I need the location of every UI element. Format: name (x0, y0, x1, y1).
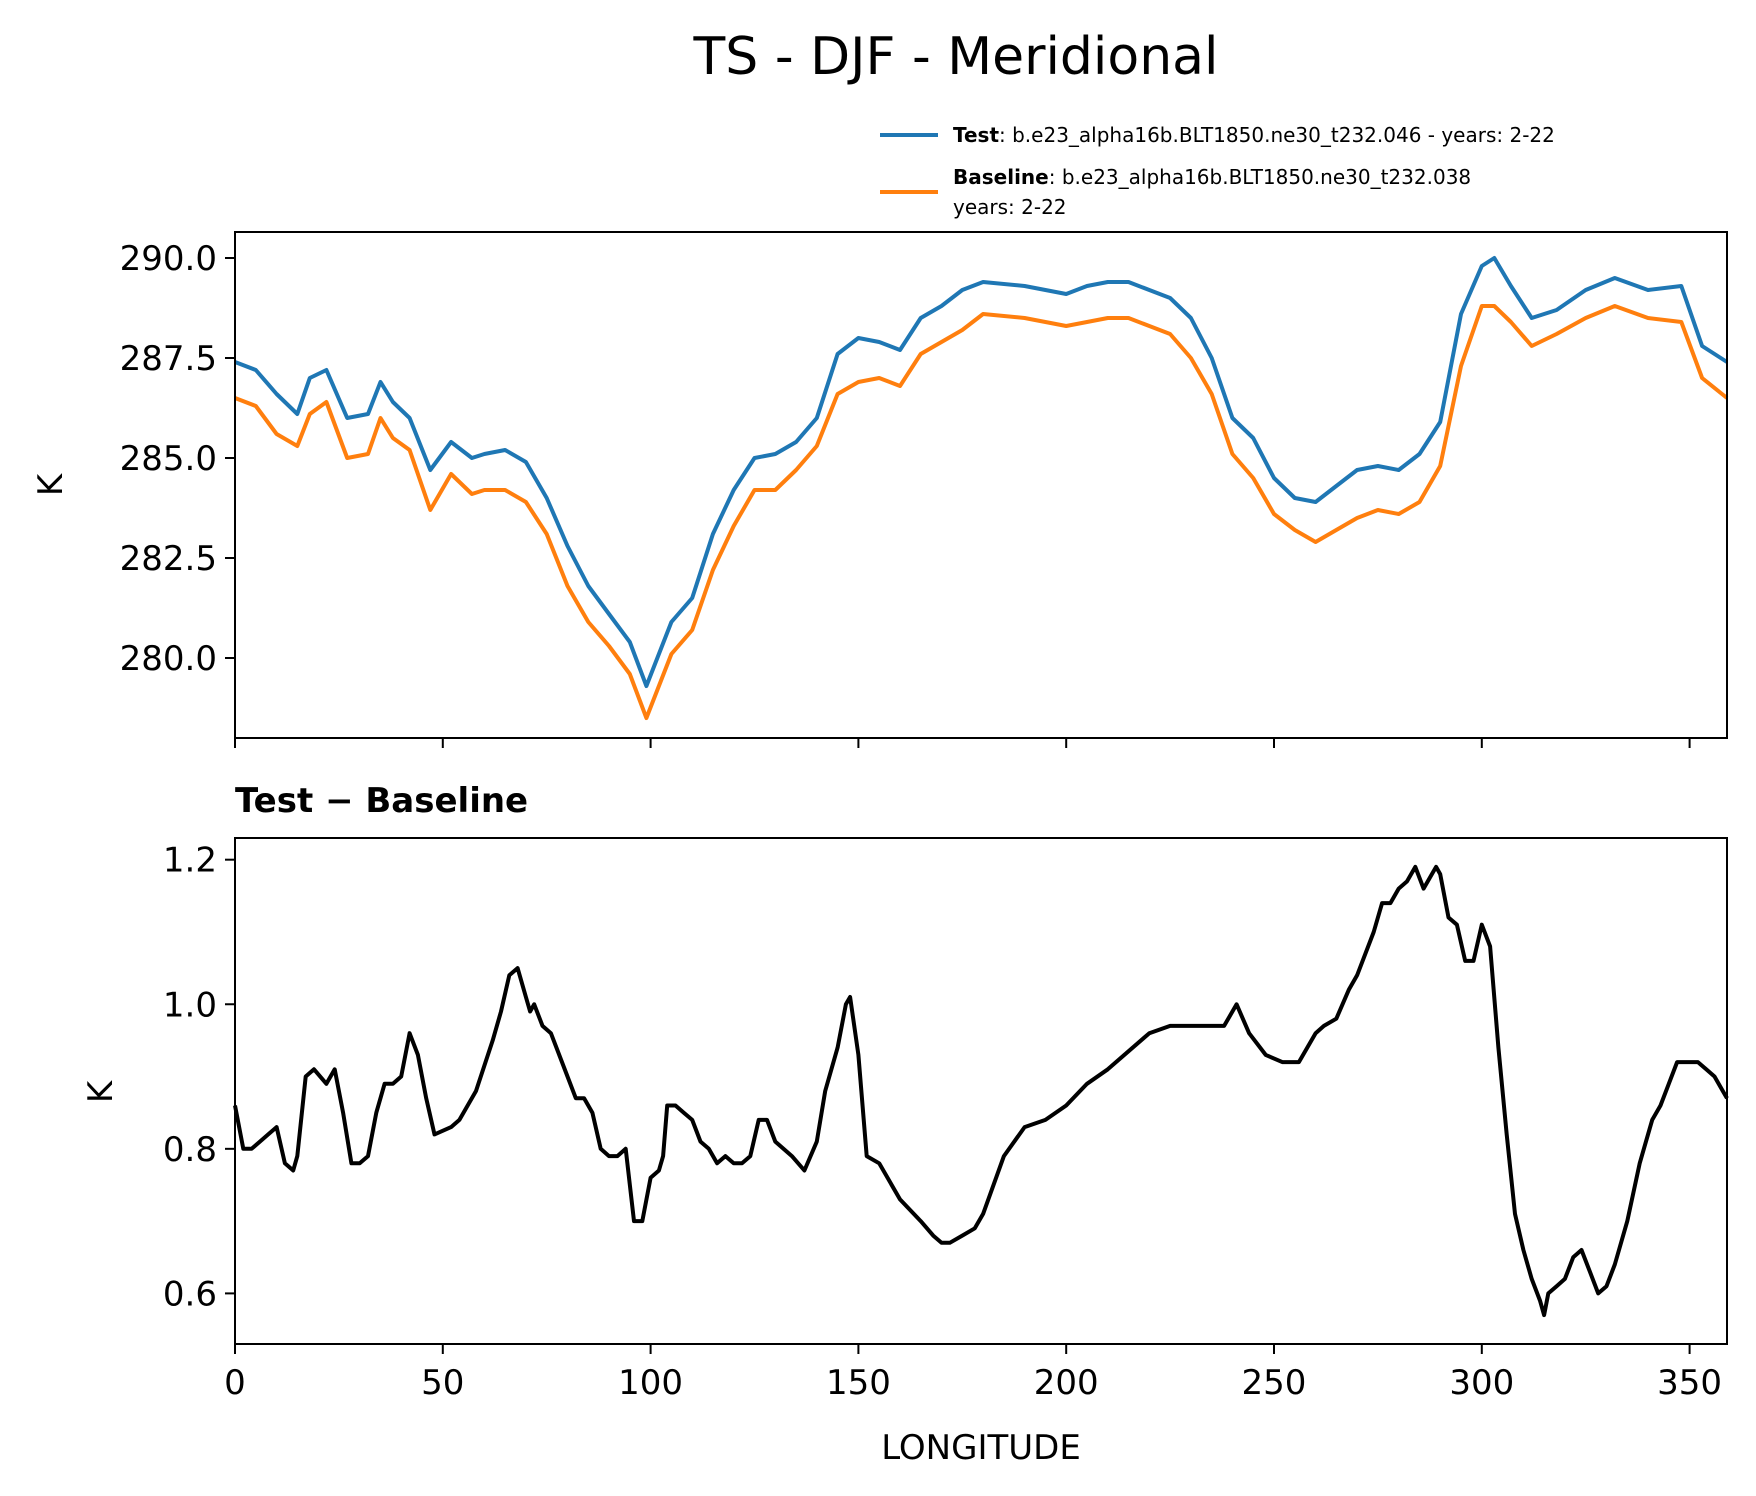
y-tick-label: 0.6 (163, 1274, 217, 1314)
legend-detail2-baseline: years: 2-22 (953, 195, 1067, 219)
legend-entry-test: Test: b.e23_alpha16b.BLT1850.ne30_t232.0… (953, 123, 1555, 147)
top-y-ticks: 280.0 282.5 285.0 287.5 290.0 (120, 239, 235, 679)
figure-title: TS - DJF - Meridional (693, 27, 1219, 87)
bottom-y-ticks: 0.6 0.8 1.0 1.2 (163, 841, 235, 1314)
bottom-y-axis-label: K (81, 1079, 121, 1103)
legend-label-test: Test (953, 123, 999, 147)
x-tick-label: 250 (1242, 1363, 1307, 1403)
legend-entry-baseline: Baseline: b.e23_alpha16b.BLT1850.ne30_t2… (953, 165, 1471, 189)
top-x-ticks (234, 738, 1691, 748)
bottom-x-ticks: 0 50 100 150 200 250 300 350 (224, 1344, 1722, 1403)
y-tick-label: 1.2 (163, 841, 217, 881)
series-line-test-baseline (233, 864, 1729, 1318)
x-axis-label: LONGITUDE (881, 1428, 1081, 1468)
x-tick-label: 300 (1449, 1363, 1514, 1403)
x-tick-label: 350 (1657, 1363, 1722, 1403)
top-y-axis-label: K (31, 472, 71, 496)
x-tick-label: 50 (421, 1363, 464, 1403)
x-tick-label: 200 (1034, 1363, 1099, 1403)
y-tick-label: 0.8 (163, 1130, 217, 1170)
x-tick-label: 0 (224, 1363, 246, 1403)
legend-label-baseline: Baseline (953, 165, 1049, 189)
y-tick-label: 280.0 (120, 639, 217, 679)
series-line-test (234, 256, 1729, 688)
legend: Test: b.e23_alpha16b.BLT1850.ne30_t232.0… (880, 123, 1555, 219)
top-series-group (234, 256, 1729, 720)
top-panel: 280.0 282.5 285.0 287.5 290.0 K (31, 231, 1729, 748)
bottom-series-group (233, 864, 1729, 1318)
y-tick-label: 285.0 (120, 439, 217, 479)
legend-detail-baseline: : b.e23_alpha16b.BLT1850.ne30_t232.038 (1049, 165, 1471, 189)
y-tick-label: 1.0 (163, 985, 217, 1025)
x-tick-label: 100 (618, 1363, 683, 1403)
x-tick-label: 150 (826, 1363, 891, 1403)
y-tick-label: 290.0 (120, 239, 217, 279)
bottom-panel: Test − Baseline 0.6 0.8 1.0 1.2 0 50 100 150 20… (81, 781, 1729, 1468)
series-line-baseline (234, 304, 1729, 720)
y-tick-label: 287.5 (120, 339, 217, 379)
bottom-plot-frame (234, 837, 1728, 1345)
bottom-panel-title: Test − Baseline (235, 781, 528, 821)
y-tick-label: 282.5 (120, 539, 217, 579)
top-plot-frame (234, 231, 1728, 739)
legend-detail-test: : b.e23_alpha16b.BLT1850.ne30_t232.046 -… (999, 123, 1555, 147)
